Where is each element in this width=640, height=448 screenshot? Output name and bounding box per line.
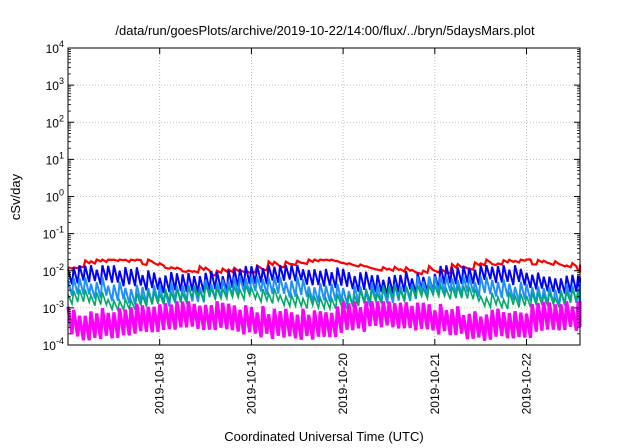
series-line (67, 276, 581, 307)
y-tick-label: 102 (46, 113, 64, 130)
y-axis: 10-4 10-3 10-2 10-1 100 101 102 103 104 (43, 39, 580, 353)
x-axis: 2019-10-18 2019-10-19 2019-10-20 2019-10-21… (153, 48, 534, 414)
series-line (67, 265, 581, 296)
y-tick-label: 104 (46, 39, 64, 56)
y-tick-label: 10-1 (43, 225, 64, 242)
y-axis-title: cSv/day (8, 173, 23, 220)
series-group (66, 257, 582, 341)
series-line (67, 257, 582, 277)
y-tick-label: 10-2 (43, 262, 64, 279)
y-tick-label: 103 (46, 76, 64, 93)
x-tick-label: 2019-10-18 (153, 353, 167, 415)
grid (68, 48, 580, 345)
y-tick-label: 10-4 (43, 336, 64, 353)
x-tick-label: 2019-10-22 (520, 353, 534, 415)
series-line (66, 301, 582, 341)
x-tick-label: 2019-10-21 (428, 353, 442, 415)
x-axis-title: Coordinated Universal Time (UTC) (224, 429, 423, 444)
x-tick-label: 2019-10-19 (244, 353, 258, 415)
series-line (67, 282, 581, 314)
y-tick-label: 100 (46, 188, 64, 205)
chart-title: /data/run/goesPlots/archive/2019-10-22/1… (115, 23, 535, 38)
y-tick-label: 101 (46, 150, 64, 167)
x-tick-label: 2019-10-20 (336, 353, 350, 415)
y-tick-label: 10-3 (43, 299, 64, 316)
